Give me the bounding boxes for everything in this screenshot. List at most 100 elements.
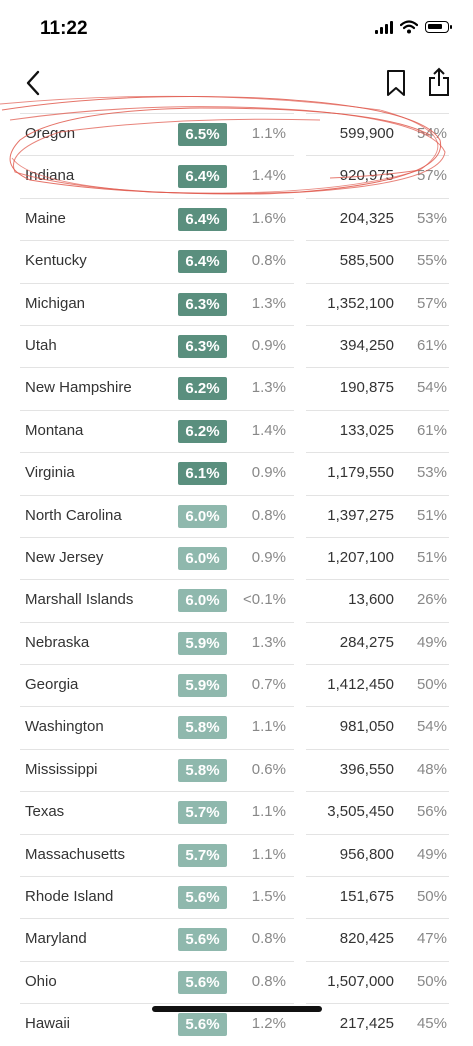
rate-badge: 6.4% bbox=[178, 207, 227, 231]
row-divider bbox=[20, 791, 294, 793]
share-value: 49% bbox=[416, 633, 447, 651]
change-value: 0.8% bbox=[251, 972, 286, 990]
share-value: 53% bbox=[416, 464, 447, 482]
table-row: North Carolina 6.0% 0.8% 1,397,275 51% bbox=[0, 494, 473, 537]
row-divider bbox=[306, 452, 449, 454]
bookmark-button[interactable] bbox=[382, 66, 410, 100]
share-value: 26% bbox=[416, 591, 447, 609]
table-row: Texas 5.7% 1.1% 3,505,450 56% bbox=[0, 791, 473, 833]
change-value: 1.1% bbox=[251, 125, 286, 142]
share-value: 54% bbox=[416, 379, 447, 397]
share-value: 56% bbox=[416, 803, 447, 821]
row-divider bbox=[20, 324, 294, 326]
state-name: Indiana bbox=[25, 167, 75, 185]
state-name: Maryland bbox=[25, 930, 87, 948]
table-row: Marshall Islands 6.0% <0.1% 13,600 26% bbox=[0, 579, 473, 621]
change-value: 1.3% bbox=[251, 294, 286, 312]
rate-badge: 5.7% bbox=[178, 801, 227, 825]
state-name: New Jersey bbox=[25, 548, 104, 566]
change-value: 0.8% bbox=[251, 930, 286, 948]
rate-badge: 6.0% bbox=[178, 504, 227, 528]
cellular-signal-icon bbox=[375, 20, 393, 34]
row-divider bbox=[306, 197, 449, 199]
state-name: Maine bbox=[25, 209, 66, 227]
row-divider bbox=[306, 876, 449, 878]
share-value: 49% bbox=[416, 845, 447, 863]
change-value: 1.1% bbox=[251, 718, 286, 736]
share-value: 53% bbox=[416, 209, 447, 227]
population-value: 3,505,450 bbox=[327, 803, 394, 821]
change-value: 0.8% bbox=[251, 252, 286, 270]
state-name: Virginia bbox=[25, 464, 75, 482]
change-value: 1.1% bbox=[251, 803, 286, 821]
status-bar: 11:22 bbox=[0, 0, 473, 58]
change-value: 1.4% bbox=[251, 421, 286, 439]
state-name: New Hampshire bbox=[25, 379, 132, 397]
share-value: 54% bbox=[416, 125, 447, 142]
population-value: 13,600 bbox=[348, 591, 394, 609]
population-value: 151,675 bbox=[339, 888, 394, 906]
population-value: 190,875 bbox=[339, 379, 394, 397]
change-value: 0.6% bbox=[251, 760, 286, 778]
rate-badge: 5.8% bbox=[178, 758, 227, 782]
change-value: 1.3% bbox=[251, 633, 286, 651]
rate-badge: 5.7% bbox=[178, 843, 227, 867]
population-value: 284,275 bbox=[339, 633, 394, 651]
row-divider bbox=[20, 706, 294, 708]
row-divider bbox=[306, 706, 449, 708]
row-divider bbox=[20, 240, 294, 242]
change-value: 1.3% bbox=[251, 379, 286, 397]
nav-bar bbox=[0, 58, 473, 108]
table-row: Rhode Island 5.6% 1.5% 151,675 50% bbox=[0, 876, 473, 918]
row-divider bbox=[20, 452, 294, 454]
state-name: Oregon bbox=[25, 125, 76, 142]
share-value: 54% bbox=[416, 718, 447, 736]
status-time: 11:22 bbox=[40, 18, 88, 39]
battery-icon bbox=[425, 21, 452, 33]
share-value: 50% bbox=[416, 888, 447, 906]
population-value: 820,425 bbox=[339, 930, 394, 948]
status-icons bbox=[375, 20, 452, 34]
row-divider bbox=[306, 960, 449, 962]
rate-badge: 5.9% bbox=[178, 674, 227, 698]
table-row: Georgia 5.9% 0.7% 1,412,450 50% bbox=[0, 664, 473, 706]
back-button[interactable] bbox=[18, 66, 48, 100]
rate-badge: 5.6% bbox=[178, 886, 227, 910]
rate-badge: 6.0% bbox=[178, 589, 227, 613]
table-row: Massachusetts 5.7% 1.1% 956,800 49% bbox=[0, 833, 473, 876]
state-name: Georgia bbox=[25, 676, 79, 694]
state-name: Nebraska bbox=[25, 633, 90, 651]
rate-badge: 6.5% bbox=[178, 123, 227, 146]
row-divider bbox=[20, 367, 294, 369]
table-row: Indiana 6.4% 1.4% 920,975 57% bbox=[0, 155, 473, 197]
row-divider bbox=[20, 1003, 294, 1005]
population-value: 981,050 bbox=[339, 718, 394, 736]
chevron-left-icon bbox=[26, 70, 40, 96]
population-value: 585,500 bbox=[339, 252, 394, 270]
change-value: 0.9% bbox=[251, 464, 286, 482]
rate-badge: 5.6% bbox=[178, 928, 227, 952]
home-indicator[interactable] bbox=[152, 1006, 322, 1012]
population-value: 599,900 bbox=[339, 125, 394, 142]
change-value: 1.5% bbox=[251, 888, 286, 906]
table-row: Michigan 6.3% 1.3% 1,352,100 57% bbox=[0, 282, 473, 325]
share-value: 47% bbox=[416, 930, 447, 948]
rate-badge: 5.6% bbox=[178, 1013, 227, 1037]
rate-badge: 5.9% bbox=[178, 631, 227, 655]
population-value: 1,207,100 bbox=[327, 548, 394, 566]
state-name: Utah bbox=[25, 336, 57, 354]
row-divider bbox=[306, 918, 449, 920]
row-divider bbox=[306, 324, 449, 326]
row-divider bbox=[20, 197, 294, 199]
table-row: Maine 6.4% 1.6% 204,325 53% bbox=[0, 197, 473, 240]
row-divider bbox=[20, 664, 294, 666]
share-value: 45% bbox=[416, 1015, 447, 1033]
share-value: 50% bbox=[416, 972, 447, 990]
state-name: North Carolina bbox=[25, 506, 122, 524]
share-value: 51% bbox=[416, 548, 447, 566]
share-button[interactable] bbox=[424, 64, 454, 100]
rate-badge: 6.4% bbox=[178, 250, 227, 274]
row-divider bbox=[306, 579, 449, 581]
table-row: Oregon 6.5% 1.1% 599,900 54% bbox=[0, 113, 473, 155]
row-divider bbox=[306, 367, 449, 369]
